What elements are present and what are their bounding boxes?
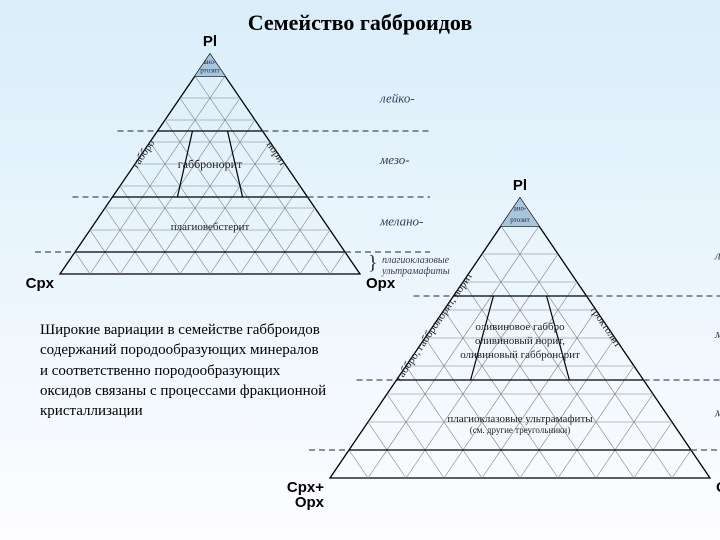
svg-text:мелано-: мелано- — [379, 214, 423, 229]
svg-text:мезо-: мезо- — [379, 152, 410, 167]
svg-text:оливиновый габбронорит: оливиновый габбронорит — [460, 349, 580, 361]
svg-text:плагиоклазовые ультрамафиты: плагиоклазовые ультрамафиты — [447, 413, 593, 425]
svg-text:плагиовебстерит: плагиовебстерит — [171, 221, 250, 233]
svg-text:лейко-: лейко- — [379, 90, 415, 105]
svg-text:Opx: Opx — [295, 494, 325, 511]
diagram-canvas: ано-ртозитPlCpxOpxгабброноритгаббронорит… — [0, 0, 720, 540]
svg-text:оливиновый норит,: оливиновый норит, — [475, 335, 565, 347]
svg-text:плагиоклазовые: плагиоклазовые — [382, 255, 450, 266]
description-paragraph: Широкие вариации в семействе габброидов … — [40, 320, 330, 421]
svg-text:Opx: Opx — [366, 275, 396, 292]
svg-text:ано-: ано- — [514, 205, 527, 213]
svg-text:ртозит: ртозит — [200, 67, 219, 75]
svg-text:мезо-: мезо- — [714, 326, 720, 341]
svg-text:ртозит: ртозит — [510, 216, 529, 224]
svg-text:}: } — [368, 252, 378, 274]
svg-text:Cpx: Cpx — [26, 275, 55, 292]
svg-text:норит: норит — [264, 139, 290, 169]
svg-text:ультрамафиты: ультрамафиты — [381, 266, 450, 277]
svg-text:ано-: ано- — [204, 58, 217, 66]
svg-text:габбро: габбро — [130, 137, 158, 170]
svg-text:лейко-: лейко- — [714, 248, 720, 263]
svg-text:Pl: Pl — [513, 177, 527, 194]
page-title: Семейство габброидов — [0, 10, 720, 36]
diagram-svg: ано-ртозитPlCpxOpxгабброноритгаббронорит… — [0, 0, 720, 540]
svg-text:троктолит: троктолит — [587, 304, 624, 350]
svg-text:(см. другие треугольники): (см. другие треугольники) — [470, 425, 570, 435]
svg-text:габбронорит: габбронорит — [178, 157, 243, 171]
svg-text:оливиновое габбро: оливиновое габбро — [475, 321, 565, 333]
svg-text:Ol: Ol — [716, 479, 720, 496]
svg-text:мелано-: мелано- — [714, 404, 720, 419]
